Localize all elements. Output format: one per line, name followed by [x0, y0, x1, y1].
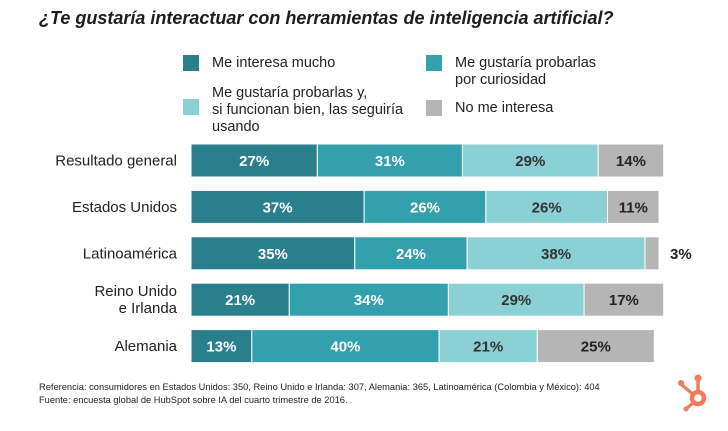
- data-label-estados-unidos-series-2: 26%: [410, 199, 440, 216]
- data-label-latinoamerica-series-3: 38%: [541, 246, 571, 263]
- bar-segment-resultado-general-series-1: [190, 143, 318, 178]
- bar-segment-estados-unidos-series-2: [363, 189, 487, 224]
- bar-segment-latinoamerica-series-2: [354, 236, 468, 271]
- bar-segment-estados-unidos-series-4: [607, 189, 660, 224]
- legend-label-line: por curiosidad: [455, 72, 547, 88]
- legend-label-line: Me gustaría probarlas y,: [212, 85, 368, 101]
- hubspot-logo: [678, 374, 707, 412]
- legend-item-no-me-interesa: No me interesa: [426, 100, 553, 117]
- bar-segment-alemania-series-2: [251, 329, 440, 364]
- footnote-reference: Referencia: consumidores en Estados Unid…: [39, 382, 600, 392]
- legend-swatch: [426, 55, 442, 71]
- bar-segment-resultado-general-series-2: [316, 143, 463, 178]
- data-label-reino-unido-e-irlanda-series-1: 21%: [225, 292, 255, 309]
- legend-label: No me interesa: [455, 100, 554, 116]
- bar-segment-alemania-series-3: [438, 329, 538, 364]
- legend-label: Me gustaría probarlas y, si funcionan bi…: [212, 85, 403, 136]
- legend-item-curiosidad: Me gustaría probarlas por curiosidad: [426, 55, 596, 89]
- bar-segment-reino-unido-e-irlanda-series-1: [190, 282, 290, 317]
- data-label-resultado-general-series-2: 31%: [375, 153, 405, 170]
- data-label-alemania-series-2: 40%: [330, 339, 360, 356]
- data-label-alemania-series-3: 21%: [473, 339, 503, 356]
- legend-item-me-interesa-mucho: Me interesa mucho: [183, 55, 335, 72]
- bar-segment-reino-unido-e-irlanda-series-4: [583, 282, 665, 317]
- category-label-estados-unidos: Estados Unidos: [72, 199, 177, 216]
- category-label-reino-unido-e-irlanda: Reino Unido e Irlanda: [94, 283, 177, 317]
- legend-swatch: [426, 100, 442, 116]
- category-label-resultado-general: Resultado general: [55, 153, 177, 170]
- data-label-reino-unido-e-irlanda-series-3: 29%: [501, 292, 531, 309]
- bar-segment-reino-unido-e-irlanda-series-3: [447, 282, 585, 317]
- legend-swatch: [183, 55, 199, 71]
- bar-segment-resultado-general-series-3: [461, 143, 599, 178]
- legend-label: Me interesa mucho: [212, 55, 336, 71]
- data-label-estados-unidos-series-1: 37%: [263, 199, 293, 216]
- data-label-latinoamerica-series-2: 24%: [396, 246, 426, 263]
- data-label-alemania-series-1: 13%: [206, 339, 236, 356]
- legend-swatch: [183, 99, 199, 115]
- data-label-reino-unido-e-irlanda-series-2: 34%: [354, 292, 384, 309]
- legend-label-line: Me gustaría probarlas: [455, 55, 597, 71]
- data-label-resultado-general-series-3: 29%: [515, 153, 545, 170]
- footnote-source: Fuente: encuesta global de HubSpot sobre…: [39, 395, 348, 405]
- bar-segment-resultado-general-series-4: [597, 143, 665, 178]
- bar-segment-alemania-series-1: [190, 329, 253, 364]
- data-label-resultado-general-series-4: 14%: [616, 153, 646, 170]
- category-label-latinoamerica: Latinoamérica: [83, 245, 178, 262]
- chart-title: ¿Te gustaría interactuar con herramienta…: [39, 8, 614, 28]
- legend-label-line: si funcionan bien, las seguiría: [212, 102, 404, 118]
- data-label-reino-unido-e-irlanda-series-4: 17%: [609, 292, 639, 309]
- category-label-alemania: Alemania: [114, 338, 177, 355]
- data-label-estados-unidos-series-3: 26%: [532, 199, 562, 216]
- bar-segment-alemania-series-4: [536, 329, 655, 364]
- bar-segment-latinoamerica-series-4: [644, 236, 660, 271]
- data-label-resultado-general-series-1: 27%: [239, 153, 269, 170]
- bar-segment-reino-unido-e-irlanda-series-2: [288, 282, 449, 317]
- data-label-latinoamerica-series-4: 3%: [670, 246, 692, 263]
- legend-item-seguiria-usando: Me gustaría probarlas y, si funcionan bi…: [183, 85, 403, 136]
- bar-segment-latinoamerica-series-1: [190, 236, 356, 271]
- legend-label-line: usando: [212, 119, 260, 135]
- data-label-estados-unidos-series-4: 11%: [619, 199, 648, 216]
- legend-label: Me gustaría probarlas por curiosidad: [455, 55, 596, 89]
- data-label-latinoamerica-series-1: 35%: [258, 246, 288, 263]
- bar-segment-latinoamerica-series-3: [466, 236, 646, 271]
- data-label-alemania-series-4: 25%: [581, 339, 611, 356]
